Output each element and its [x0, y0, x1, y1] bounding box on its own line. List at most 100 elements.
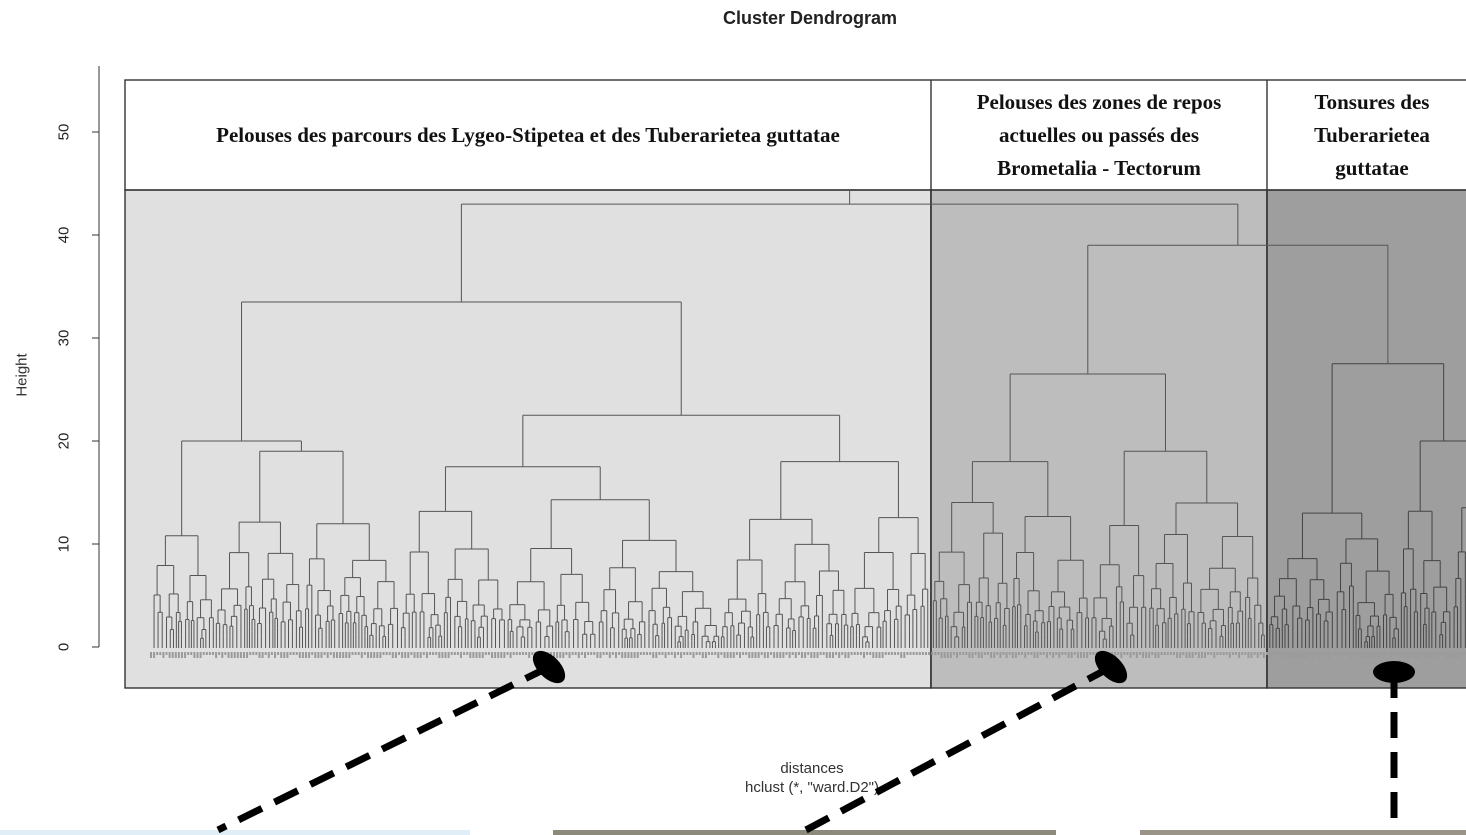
leaf-label-mark — [754, 652, 757, 658]
leaf-label-mark — [739, 652, 741, 658]
leaf-label-mark — [205, 652, 208, 655]
leaf-label-mark — [1092, 652, 1095, 655]
leaf-label-mark — [367, 652, 369, 658]
leaf-label-mark — [450, 652, 453, 655]
leaf-label-mark — [599, 652, 602, 658]
leaf-label-mark — [918, 652, 921, 655]
leaf-label-mark — [872, 652, 875, 658]
leaf-label-mark — [1033, 652, 1036, 658]
leaf-label-mark — [298, 652, 301, 658]
leaf-label-mark — [723, 652, 726, 658]
leaf-label-mark — [453, 652, 456, 655]
leaf-label-mark — [797, 652, 800, 655]
leaf-labels — [150, 652, 1466, 658]
leaf-label-mark — [605, 652, 608, 655]
leaf-label-mark — [692, 652, 695, 658]
leaf-label-mark — [1200, 652, 1203, 658]
leaf-label-mark — [1160, 652, 1163, 655]
leaf-label-mark — [1324, 652, 1327, 655]
leaf-label-mark — [1436, 652, 1439, 658]
leaf-label-mark — [593, 652, 596, 655]
leaf-label-mark — [1228, 652, 1231, 658]
leaf-label-mark — [875, 652, 878, 658]
leaf-label-mark — [1064, 652, 1067, 655]
leaf-label-mark — [1461, 652, 1464, 655]
leaf-label-mark — [1117, 652, 1120, 655]
leaf-label-mark — [522, 652, 524, 655]
leaf-label-mark — [1194, 652, 1197, 655]
leaf-label-mark — [317, 652, 320, 658]
leaf-label-mark — [469, 652, 472, 658]
leaf-label-mark — [1300, 652, 1303, 658]
leaf-label-mark — [832, 652, 834, 658]
leaf-label-mark — [1002, 652, 1005, 655]
leaf-label-mark — [1386, 652, 1389, 655]
leaf-label-mark — [770, 652, 772, 655]
leaf-label-mark — [1266, 652, 1268, 655]
leaf-label-mark — [1042, 652, 1045, 655]
leaf-label-mark — [968, 652, 971, 658]
leaf-label-mark — [429, 652, 431, 655]
leaf-label-mark — [193, 652, 196, 658]
leaf-label-mark — [466, 652, 469, 655]
leaf-label-mark — [835, 652, 838, 655]
leaf-label-mark — [903, 652, 906, 658]
leaf-label-mark — [416, 652, 419, 658]
leaf-label-mark — [952, 652, 955, 655]
leaf-label-mark — [1318, 652, 1321, 658]
leaf-label-mark — [1067, 652, 1070, 658]
leaf-label-mark — [689, 652, 692, 655]
pointer-2-line — [804, 663, 1113, 834]
leaf-label-mark — [1238, 652, 1241, 658]
bottom-photo-strip-1 — [0, 830, 470, 835]
leaf-label-mark — [636, 652, 639, 658]
leaf-label-mark — [549, 652, 552, 655]
leaf-label-mark — [1231, 652, 1234, 655]
leaf-label-mark — [528, 652, 531, 658]
leaf-label-mark — [828, 652, 831, 658]
leaf-label-mark — [726, 652, 729, 658]
leaf-label-mark — [878, 652, 881, 658]
leaf-label-mark — [633, 652, 636, 658]
leaf-label-mark — [683, 652, 686, 655]
cluster-1-panel — [124, 189, 932, 689]
leaf-label-mark — [869, 652, 872, 655]
leaf-label-mark — [1380, 652, 1383, 655]
leaf-label-mark — [890, 652, 893, 655]
leaf-label-mark — [897, 652, 900, 655]
leaf-label-mark — [1297, 652, 1299, 658]
leaf-label-mark — [1089, 652, 1092, 655]
leaf-label-mark — [859, 652, 862, 655]
leaf-label-mark — [1343, 652, 1346, 655]
leaf-label-mark — [735, 652, 738, 655]
leaf-label-mark — [153, 652, 156, 658]
cluster-3-label-line-3: guttatae — [1335, 155, 1409, 180]
leaf-label-mark — [590, 652, 593, 655]
leaf-label-mark — [1278, 652, 1281, 655]
leaf-label-mark — [311, 652, 314, 655]
leaf-label-mark — [996, 652, 999, 655]
leaf-label-mark — [509, 652, 512, 658]
leaf-label-mark — [773, 652, 776, 658]
leaf-label-mark — [931, 652, 934, 655]
leaf-label-mark — [481, 652, 484, 658]
leaf-label-mark — [708, 652, 710, 655]
leaf-label-mark — [639, 652, 642, 655]
leaf-label-mark — [187, 652, 190, 655]
leaf-label-mark — [196, 652, 199, 658]
leaf-label-mark — [1080, 652, 1082, 658]
leaf-label-mark — [1247, 652, 1250, 658]
leaf-label-mark — [1030, 652, 1033, 655]
leaf-label-mark — [841, 652, 844, 655]
leaf-label-mark — [819, 652, 822, 655]
leaf-label-mark — [887, 652, 890, 655]
leaf-label-mark — [956, 652, 958, 658]
leaf-label-mark — [853, 652, 856, 655]
leaf-label-mark — [565, 652, 568, 655]
leaf-label-mark — [233, 652, 236, 658]
leaf-label-mark — [1303, 652, 1306, 658]
leaf-label-mark — [1244, 652, 1247, 655]
leaf-label-mark — [1049, 652, 1051, 655]
leaf-label-mark — [1334, 652, 1337, 655]
